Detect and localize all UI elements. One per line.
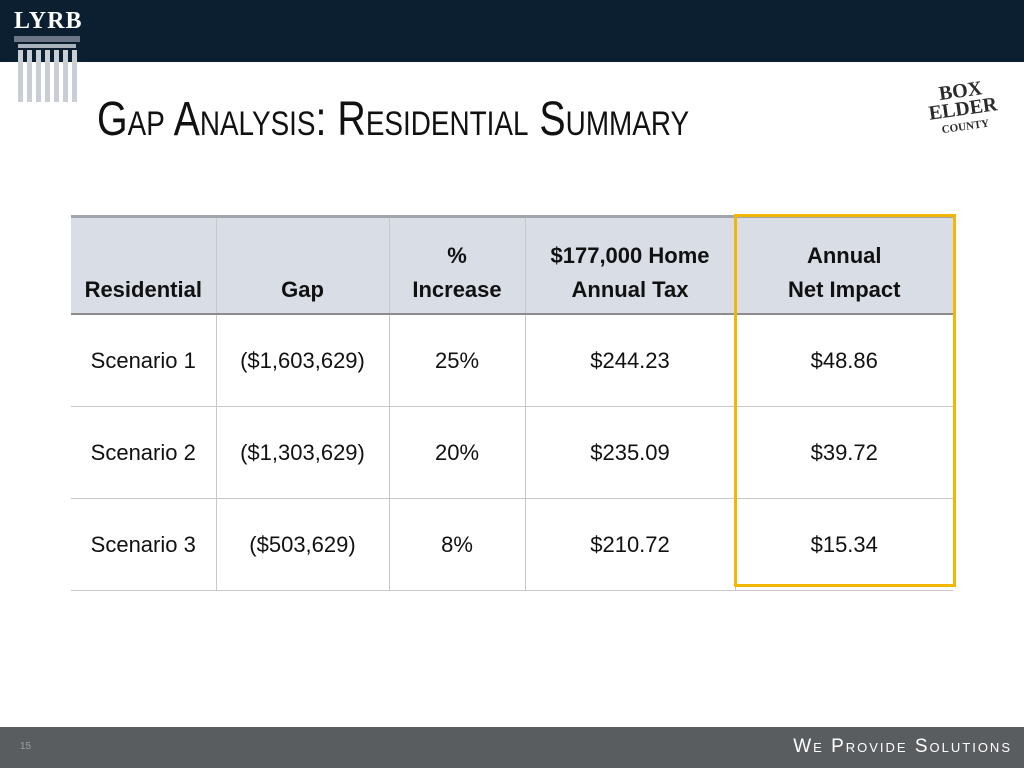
column-header: % Increase: [388, 215, 525, 315]
table-cell: $48.86: [734, 314, 953, 407]
page-number: 15: [20, 741, 32, 752]
column-header: Gap: [215, 215, 389, 315]
county-logo: BOX ELDER COUNTY: [921, 77, 1006, 141]
table-cell: 25%: [388, 314, 525, 407]
table-cell: $39.72: [734, 406, 953, 499]
table-cell: ($1,303,629): [215, 406, 389, 499]
column-header: Residential: [71, 215, 216, 315]
footer-bar: 15 We Provide Solutions: [0, 727, 1024, 768]
table-row: Scenario 1 ($1,603,629) 25% $244.23 $48.86: [71, 314, 953, 407]
table-cell: 20%: [388, 406, 525, 499]
column-header: Annual Net Impact: [734, 215, 953, 315]
table-cell: Scenario 2: [71, 406, 216, 499]
table-cell: $15.34: [734, 498, 953, 591]
column-header: $177,000 Home Annual Tax: [524, 215, 735, 315]
table-cell: ($503,629): [215, 498, 389, 591]
table-cell: ($1,603,629): [215, 314, 389, 407]
table-cell: 8%: [388, 498, 525, 591]
table-cell: $235.09: [524, 406, 735, 499]
table-row: Scenario 2 ($1,303,629) 20% $235.09 $39.72: [71, 406, 953, 499]
logo-pillars: [14, 36, 80, 102]
table-cell: $244.23: [524, 314, 735, 407]
table-body: Scenario 1 ($1,603,629) 25% $244.23 $48.86 Sc…: [71, 314, 953, 591]
table-cell: Scenario 3: [71, 498, 216, 591]
slide-title: Gap Analysis: Residential Summary: [97, 93, 690, 146]
logo: LYRB: [14, 8, 83, 34]
tagline: We Provide Solutions: [793, 736, 1012, 757]
table-row: Scenario 3 ($503,629) 8% $210.72 $15.34: [71, 498, 953, 591]
table-cell: $210.72: [524, 498, 735, 591]
summary-table: Residential Gap% Increase $177,000 Home An…: [71, 215, 953, 591]
table-cell: Scenario 1: [71, 314, 216, 407]
top-bar: LYRB: [0, 0, 1024, 62]
header-row: Residential Gap% Increase $177,000 Home An…: [71, 215, 953, 315]
